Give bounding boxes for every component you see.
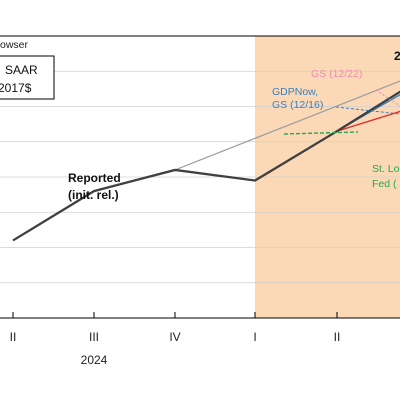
reported-label-line-1: Reported <box>68 171 121 185</box>
x-axis-ticks: II III IV I II <box>10 312 341 344</box>
x-tick-label: II <box>10 330 17 344</box>
top-right-fragment: 2 <box>394 49 400 63</box>
units-box <box>0 55 55 100</box>
gs-1222-dash <box>375 89 400 107</box>
gdpnow-dash <box>335 106 400 115</box>
reported-series-line <box>12 90 400 242</box>
units-box-line-2: 2017$ <box>0 81 32 95</box>
units-box-line-1: SAAR <box>5 63 38 77</box>
st-louis-label-line-1: St. Lo <box>372 163 400 175</box>
x-tick-label: I <box>253 330 256 344</box>
st-louis-label-line-2: Fed ( <box>372 178 397 190</box>
x-axis-year-label: 2024 <box>81 353 108 367</box>
gdpnow-label-line-1: GDPNow, <box>272 86 318 98</box>
st-louis-fed-dash <box>283 131 359 135</box>
x-tick-label: IV <box>169 330 180 344</box>
trend-line <box>174 80 400 171</box>
gs-1222-label: GS (12/22) <box>311 68 362 80</box>
x-tick-label: II <box>334 330 341 344</box>
source-fragment: owser <box>0 39 29 51</box>
forecast-line-red <box>336 110 400 132</box>
gridlines <box>0 70 400 284</box>
reported-label-line-2: (init. rel.) <box>68 188 119 202</box>
x-tick-label: III <box>89 330 99 344</box>
plot-frame <box>0 35 400 319</box>
gdpnow-label-line-2: GS (12/16) <box>272 99 323 111</box>
